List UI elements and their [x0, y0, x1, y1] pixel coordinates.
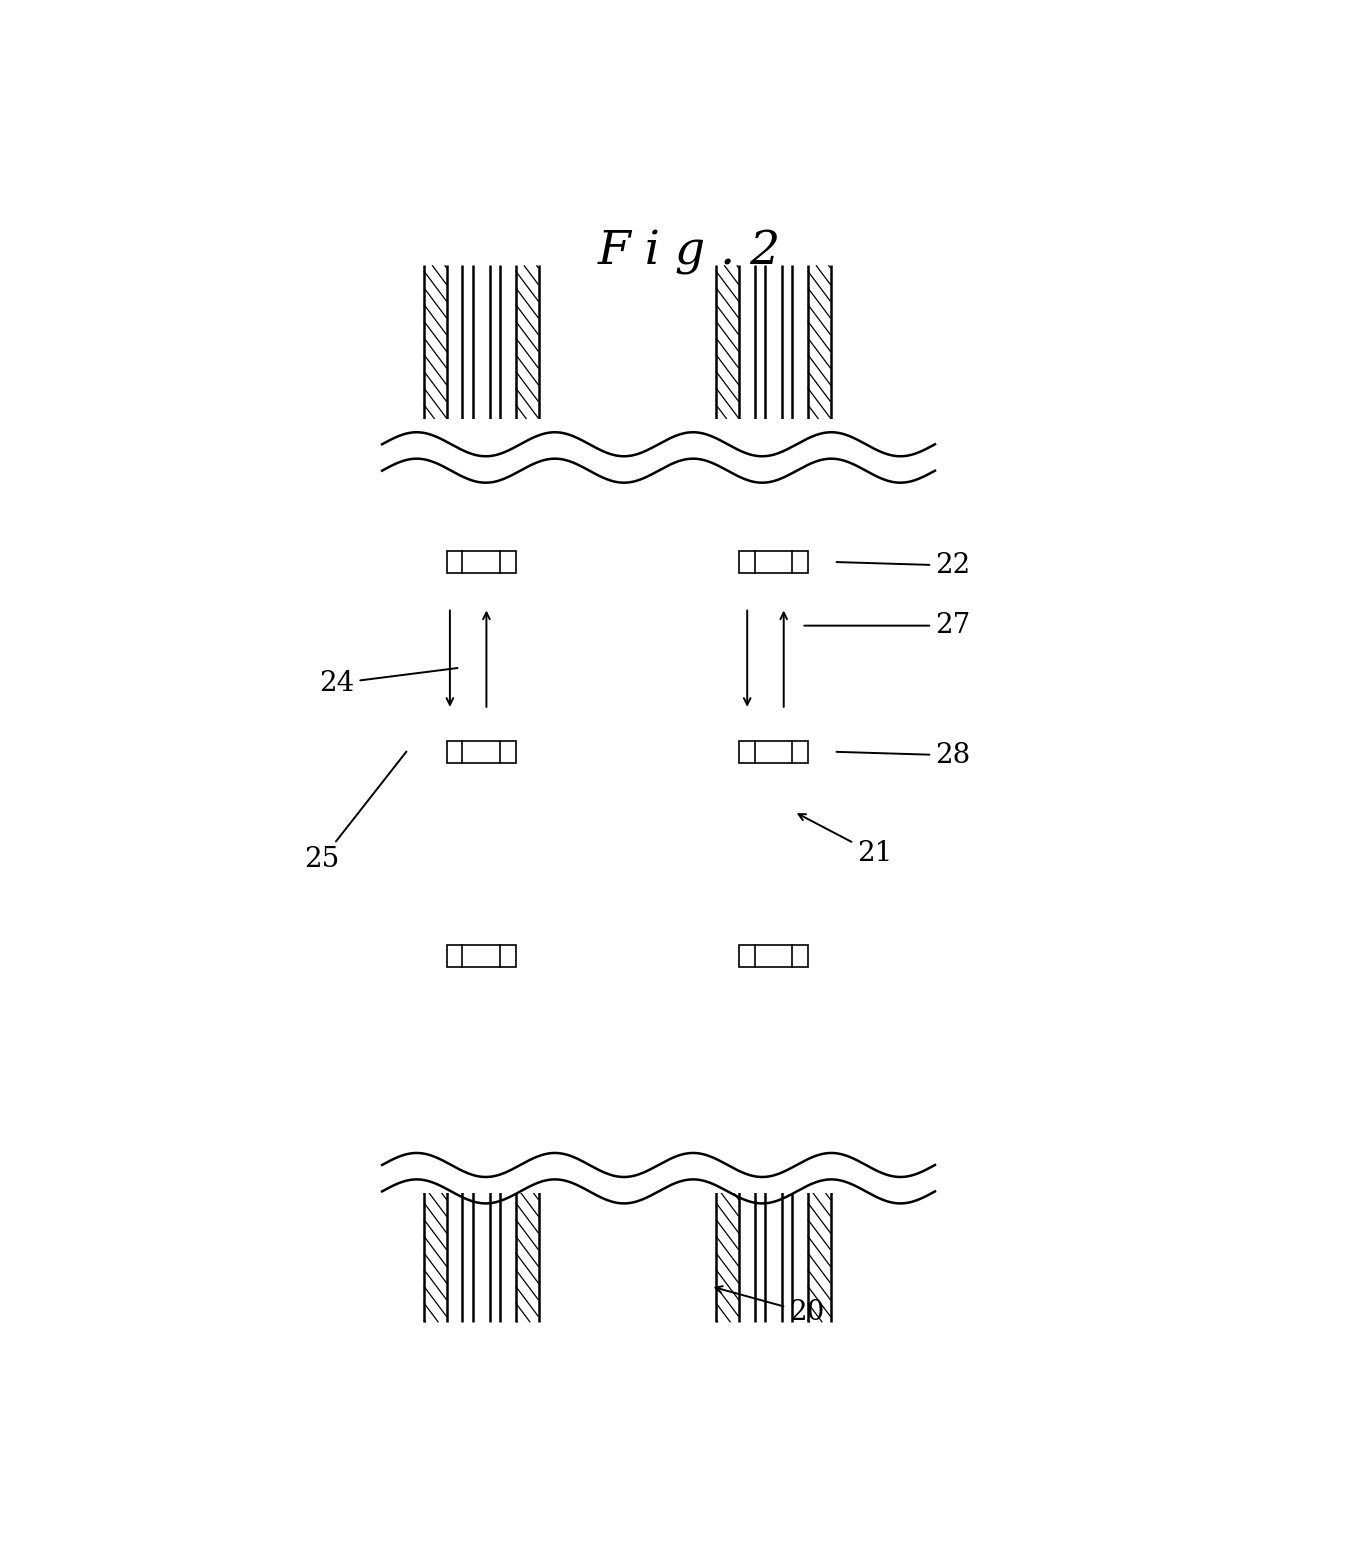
Bar: [791, 741, 808, 763]
Bar: [499, 551, 516, 573]
Bar: [447, 741, 463, 763]
Bar: [739, 741, 755, 763]
Bar: [447, 551, 463, 573]
Bar: [382, 420, 935, 471]
Text: 25: 25: [304, 752, 406, 874]
Text: 27: 27: [804, 612, 970, 640]
Bar: [447, 945, 463, 967]
Text: 24: 24: [319, 668, 458, 697]
Bar: [499, 945, 516, 967]
Bar: [382, 1140, 935, 1192]
Text: F i g . 2: F i g . 2: [598, 229, 782, 275]
Bar: [499, 741, 516, 763]
Text: 22: 22: [837, 552, 970, 579]
Bar: [791, 945, 808, 967]
Bar: [739, 945, 755, 967]
Text: 28: 28: [837, 743, 970, 769]
Text: 21: 21: [798, 814, 892, 867]
Bar: [739, 551, 755, 573]
Bar: [791, 551, 808, 573]
Text: 20: 20: [716, 1285, 824, 1326]
